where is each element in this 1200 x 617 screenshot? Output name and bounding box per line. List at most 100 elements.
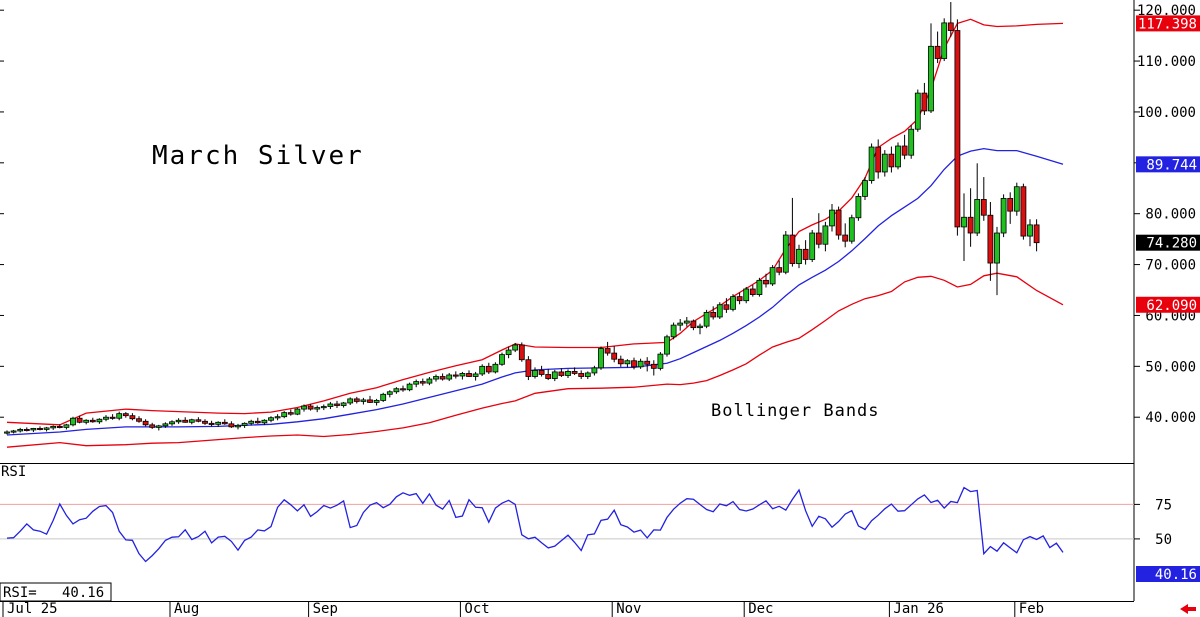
candle <box>782 230 789 275</box>
candle-body <box>83 419 90 423</box>
candle <box>195 417 202 423</box>
candle <box>129 413 136 421</box>
candle-body <box>611 352 618 360</box>
candle-body <box>545 374 552 379</box>
candle-body <box>56 425 63 428</box>
candle-body <box>17 429 24 432</box>
candle-body <box>261 419 268 424</box>
candle <box>947 2 954 37</box>
candle <box>954 19 961 236</box>
rsi-tick-label-75: 75 <box>1155 497 1172 513</box>
candle-body <box>136 418 142 422</box>
candle-body <box>109 416 116 419</box>
candle-body <box>637 360 644 368</box>
candle-body <box>1033 224 1040 244</box>
candle <box>809 229 816 263</box>
candle-body <box>571 371 578 374</box>
candle <box>611 345 618 363</box>
candle <box>908 125 915 159</box>
scroll-left-arrow-icon[interactable] <box>1180 604 1196 614</box>
candle <box>928 23 934 113</box>
candle <box>538 365 545 377</box>
candle <box>83 419 90 425</box>
candle <box>208 420 215 427</box>
candle <box>881 150 888 177</box>
candle <box>723 298 730 313</box>
candle <box>268 416 274 423</box>
upper-band-line <box>6 18 1064 426</box>
candle-body <box>895 145 901 168</box>
candle <box>406 382 413 392</box>
candle-body <box>188 419 195 423</box>
candle-body <box>63 424 70 428</box>
candle <box>30 427 37 432</box>
candle <box>657 352 664 371</box>
candle-body <box>565 371 571 376</box>
candle <box>730 294 736 312</box>
candle-body <box>862 180 868 197</box>
candle-body <box>492 363 499 373</box>
candle-body <box>763 279 769 285</box>
candle <box>565 369 571 379</box>
candle-body <box>281 412 288 418</box>
candle <box>380 392 387 402</box>
price-tick-label-70: 70.000 <box>1145 258 1196 274</box>
candle-body <box>914 92 921 130</box>
candle <box>433 374 439 382</box>
candle <box>624 359 631 368</box>
candle-body <box>221 421 228 425</box>
candle <box>650 360 657 376</box>
candle <box>347 397 354 405</box>
candle-body <box>254 420 261 424</box>
candle <box>994 226 1000 296</box>
candle-body <box>70 417 76 426</box>
candle <box>875 139 882 179</box>
candle <box>637 358 644 369</box>
candle-body <box>743 288 750 302</box>
candle <box>1027 219 1033 247</box>
candle <box>518 342 525 362</box>
candle-body <box>578 373 585 377</box>
bollinger-bands <box>6 18 1064 448</box>
candle <box>967 188 974 247</box>
marker-lower <box>1136 296 1200 313</box>
candle-body <box>538 369 545 375</box>
candle-body <box>868 146 875 182</box>
candle <box>23 427 30 432</box>
candle-body <box>815 232 822 245</box>
candle-body <box>162 423 169 427</box>
candle <box>202 419 208 425</box>
candle-body <box>631 360 637 368</box>
candle <box>974 163 981 237</box>
rsi-last-marker <box>1136 566 1200 582</box>
candle-body <box>294 408 301 415</box>
candle-body <box>439 376 446 380</box>
candle <box>710 306 717 320</box>
candle-body <box>690 320 697 329</box>
candle-body <box>466 373 472 377</box>
candle <box>400 385 406 392</box>
candle-body <box>710 311 717 318</box>
rsi-last-label: 40.16 <box>1155 567 1197 583</box>
candle <box>769 265 776 286</box>
candle-body <box>842 234 849 242</box>
candle-body <box>994 232 1000 264</box>
candle-body <box>446 374 453 380</box>
candle-body <box>584 372 591 377</box>
candle <box>1020 183 1027 240</box>
marker-upper-label: 117.398 <box>1138 16 1197 32</box>
candle <box>664 334 670 357</box>
candle-body <box>881 153 888 173</box>
candle-body <box>89 419 96 423</box>
candle-body <box>650 363 657 369</box>
candle-body <box>901 145 908 156</box>
candle <box>142 419 149 427</box>
candle-body <box>248 420 255 424</box>
candle-body <box>703 311 710 327</box>
candle <box>604 341 611 356</box>
candle <box>188 418 195 425</box>
candle-body <box>1027 224 1033 237</box>
candle <box>644 357 651 372</box>
candle-body <box>241 422 248 426</box>
candle-body <box>525 359 532 377</box>
